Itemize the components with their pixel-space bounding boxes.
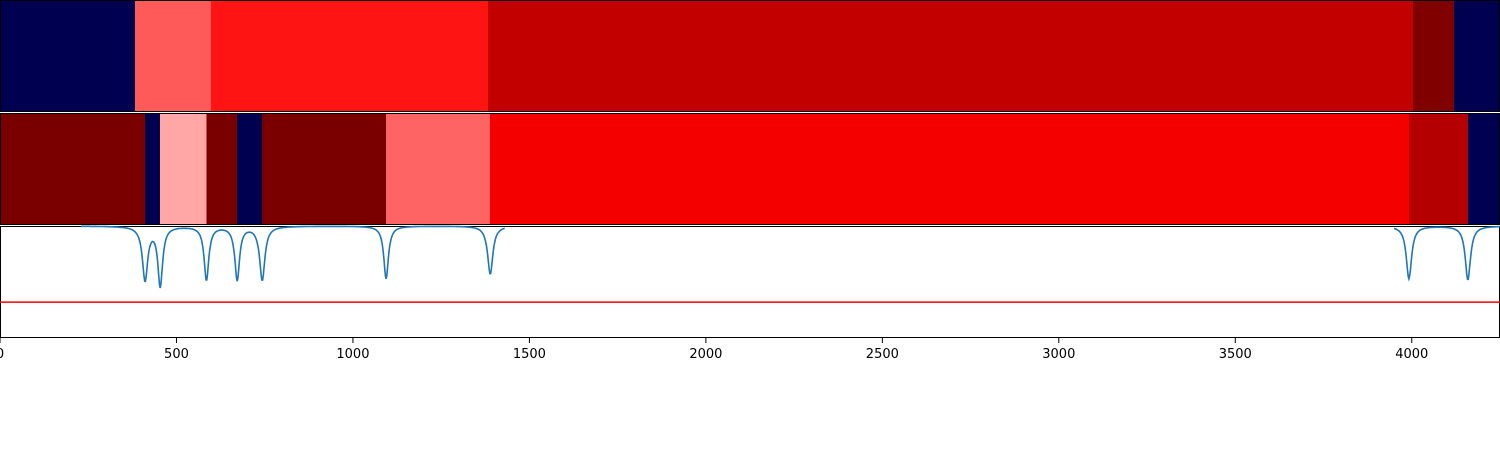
heatmap-band-2-segment bbox=[206, 113, 238, 225]
x-tick-label: 0 bbox=[0, 347, 4, 362]
x-tick-label: 4000 bbox=[1395, 347, 1428, 362]
heatmap-band-1-segment bbox=[488, 0, 1414, 112]
heatmap-band-1-segment bbox=[0, 0, 136, 112]
spectrum-line-left bbox=[81, 225, 505, 289]
heatmap-band-2-segment bbox=[1467, 113, 1500, 225]
heatmap-band-2-segment bbox=[0, 113, 146, 225]
x-tick-label: 1000 bbox=[336, 347, 369, 362]
heatmap-band-1-segment bbox=[1454, 0, 1500, 112]
x-tick-label: 2500 bbox=[866, 347, 899, 362]
x-tick-label: 500 bbox=[164, 347, 189, 362]
heatmap-band-2-segment bbox=[490, 113, 1409, 225]
heatmap-band-1-segment bbox=[211, 0, 489, 112]
heatmap-band-2-segment bbox=[160, 113, 207, 225]
heatmap-band-2-segment bbox=[262, 113, 387, 225]
heatmap-band-1-segment bbox=[135, 0, 212, 112]
x-tick-label: 3500 bbox=[1219, 347, 1252, 362]
heatmap-band-2-segment bbox=[1408, 113, 1468, 225]
spectrum-line-right bbox=[1393, 225, 1500, 282]
x-tick-label: 1500 bbox=[513, 347, 546, 362]
x-tick-label: 2000 bbox=[689, 347, 722, 362]
heatmap-band-2-segment bbox=[386, 113, 491, 225]
x-tick-label: 3000 bbox=[1042, 347, 1075, 362]
heatmap-band-2-segment bbox=[237, 113, 263, 225]
heatmap-band-2-segment bbox=[145, 113, 161, 225]
heatmap-band-1-segment bbox=[1413, 0, 1455, 112]
spectrum-axes-frame bbox=[0, 226, 1500, 338]
